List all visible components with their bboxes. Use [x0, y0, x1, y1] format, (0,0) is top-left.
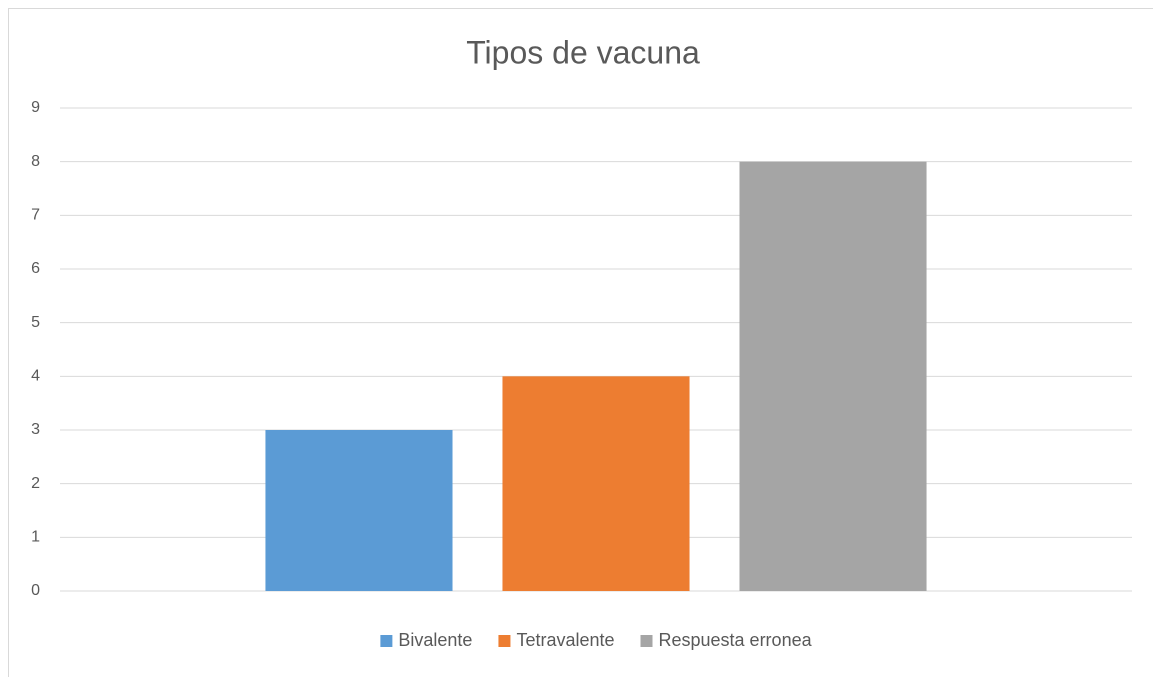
legend-label: Respuesta erronea — [659, 630, 813, 650]
y-tick-label: 1 — [31, 529, 40, 546]
y-tick-label: 2 — [31, 475, 40, 492]
legend-label: Tetravalente — [516, 630, 614, 650]
y-tick-label: 5 — [31, 314, 40, 331]
bar — [265, 430, 452, 591]
bar — [502, 376, 689, 591]
y-tick-label: 4 — [31, 368, 40, 385]
legend-swatch — [380, 635, 392, 647]
legend-swatch — [498, 635, 510, 647]
y-tick-label: 9 — [31, 99, 40, 116]
y-tick-label: 0 — [31, 582, 40, 599]
chart-title: Tipos de vacuna — [466, 34, 700, 70]
legend-label: Bivalente — [398, 630, 472, 650]
legend-swatch — [641, 635, 653, 647]
y-tick-label: 8 — [31, 153, 40, 170]
bar — [739, 162, 926, 591]
y-tick-label: 3 — [31, 421, 40, 438]
y-tick-label: 7 — [31, 207, 40, 224]
y-tick-label: 6 — [31, 260, 40, 277]
